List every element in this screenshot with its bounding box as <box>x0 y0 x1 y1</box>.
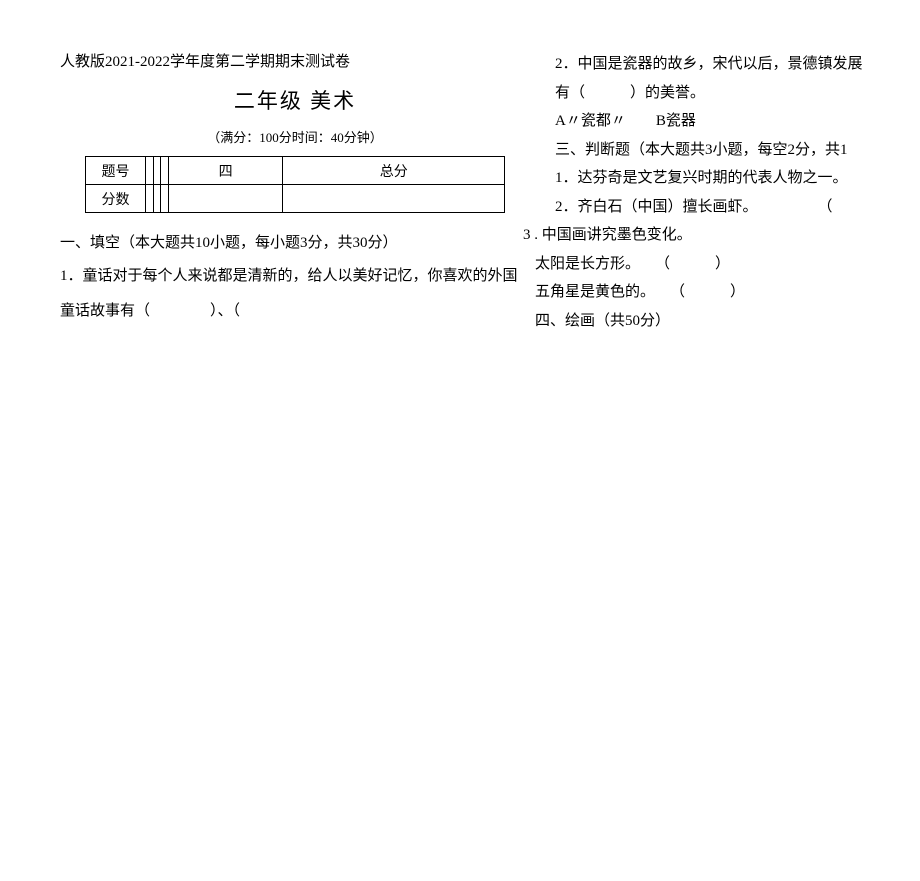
cell-label: 题号 <box>86 157 146 185</box>
exam-subtitle: （满分：100分时间：40分钟） <box>60 127 530 146</box>
cell: 四 <box>168 157 283 185</box>
judgment-5: 五角星是黄色的。 （ ） <box>535 278 920 307</box>
score-table: 题号 四 总分 分数 <box>85 156 505 213</box>
question-2-options: A〃瓷都〃 B瓷器 <box>555 107 920 136</box>
exam-title: 二年级 美术 <box>60 85 530 115</box>
judgment-2: 2．齐白石（中国）擅长画虾。 （ <box>555 193 920 222</box>
cell <box>161 185 169 213</box>
section-4-header: 四、绘画（共50分） <box>535 307 920 336</box>
cell <box>161 157 169 185</box>
table-row: 题号 四 总分 <box>86 157 505 185</box>
cell: 总分 <box>283 157 505 185</box>
cell-label: 分数 <box>86 185 146 213</box>
question-2-line1: 2．中国是瓷器的故乡，宋代以后，景德镇发展 <box>555 50 920 79</box>
cell <box>153 157 161 185</box>
header-line: 人教版2021-2022学年度第二学期期末测试卷 <box>60 50 530 71</box>
question-2-line2: 有（ ）的美誉。 <box>555 79 920 108</box>
table-row: 分数 <box>86 185 505 213</box>
question-1-line2: 童话故事有（ ）、（ <box>60 297 530 326</box>
cell <box>153 185 161 213</box>
question-1-line1: 1．童话对于每个人来说都是清新的，给人以美好记忆，你喜欢的外国 <box>60 262 530 291</box>
cell <box>168 185 283 213</box>
judgment-4: 太阳是长方形。 （ ） <box>535 250 920 279</box>
cell <box>146 185 154 213</box>
judgment-1: 1．达芬奇是文艺复兴时期的代表人物之一。 <box>555 164 920 193</box>
section-3-header: 三、判断题（本大题共3小题，每空2分，共1 <box>555 136 920 165</box>
cell <box>283 185 505 213</box>
section-1-header: 一、填空（本大题共10小题，每小题3分，共30分） <box>60 231 530 252</box>
cell <box>146 157 154 185</box>
judgment-3: 3 . 中国画讲究墨色变化。 <box>523 221 920 250</box>
